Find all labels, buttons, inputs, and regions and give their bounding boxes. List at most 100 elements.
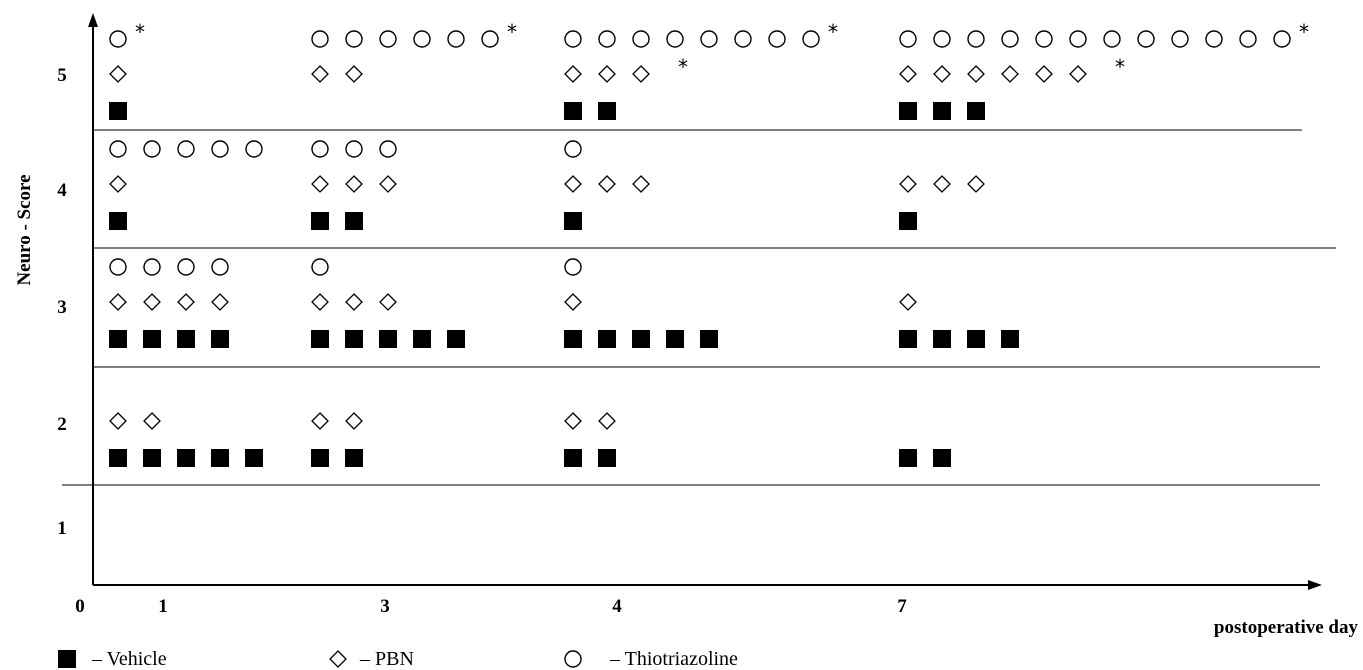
point-thiotriazoline-day7-score5	[1171, 30, 1189, 48]
point-thiotriazoline-day7-score5	[1069, 30, 1087, 48]
point-vehicle-day7-score2	[933, 449, 951, 467]
point-thiotriazoline-day3-score4	[345, 140, 363, 158]
legend: – Vehicle – PBN – Thiotriazoline	[58, 648, 738, 670]
x-tick-label: 3	[380, 596, 390, 617]
point-pbn-day4-score3	[564, 293, 582, 311]
point-vehicle-day3-score3	[413, 330, 431, 348]
point-vehicle-day4-score3	[598, 330, 616, 348]
point-pbn-day7-score4	[899, 175, 917, 193]
point-pbn-day1-score2	[143, 412, 161, 430]
point-thiotriazoline-day3-score4	[379, 140, 397, 158]
point-thiotriazoline-day4-score5	[564, 30, 582, 48]
point-pbn-day3-score2	[311, 412, 329, 430]
point-thiotriazoline-day1-score4	[245, 140, 263, 158]
x-tick-label: 7	[897, 596, 907, 617]
point-pbn-day3-score3	[311, 293, 329, 311]
point-thiotriazoline-day4-score5	[768, 30, 786, 48]
point-thiotriazoline-day4-score5	[632, 30, 650, 48]
point-thiotriazoline-day1-score4	[143, 140, 161, 158]
point-pbn-day1-score2	[109, 412, 127, 430]
point-thiotriazoline-day4-score5	[598, 30, 616, 48]
point-thiotriazoline-day1-score4	[109, 140, 127, 158]
point-pbn-day4-score5	[598, 65, 616, 83]
point-thiotriazoline-day4-score5	[700, 30, 718, 48]
point-thiotriazoline-day3-score5	[311, 30, 329, 48]
legend-label: – Vehicle	[91, 648, 167, 670]
point-vehicle-day4-score3	[632, 330, 650, 348]
point-vehicle-day4-score2	[564, 449, 582, 467]
point-vehicle-day7-score5	[899, 102, 917, 120]
point-thiotriazoline-day3-score5	[345, 30, 363, 48]
point-pbn-day7-score5	[933, 65, 951, 83]
point-thiotriazoline-day1-score3	[211, 258, 229, 276]
significance-asterisk: *	[678, 55, 688, 79]
point-pbn-day1-score3	[143, 293, 161, 311]
point-pbn-day3-score3	[379, 293, 397, 311]
point-vehicle-day3-score2	[311, 449, 329, 467]
point-pbn-day3-score4	[311, 175, 329, 193]
point-vehicle-day1-score2	[143, 449, 161, 467]
significance-asterisk: *	[1115, 55, 1125, 79]
point-pbn-day7-score4	[967, 175, 985, 193]
point-thiotriazoline-day7-score5	[1273, 30, 1291, 48]
point-thiotriazoline-day3-score5	[413, 30, 431, 48]
y-axis-arrow	[88, 13, 98, 27]
y-tick-label: 3	[57, 297, 67, 318]
origin-label: 0	[75, 596, 85, 617]
point-vehicle-day3-score2	[345, 449, 363, 467]
point-thiotriazoline-day1-score4	[211, 140, 229, 158]
point-pbn-day4-score5	[564, 65, 582, 83]
y-tick-label: 1	[57, 518, 67, 539]
y-tick-labels: 1 2 3 4 5	[57, 65, 67, 539]
point-vehicle-day4-score4	[564, 212, 582, 230]
legend-label: – PBN	[359, 648, 414, 670]
point-vehicle-day1-score2	[177, 449, 195, 467]
legend-square-icon	[58, 650, 76, 668]
legend-label: – Thiotriazoline	[609, 648, 738, 670]
point-thiotriazoline-day4-score5	[666, 30, 684, 48]
point-thiotriazoline-day3-score5	[379, 30, 397, 48]
point-vehicle-day1-score4	[109, 212, 127, 230]
point-vehicle-day3-score4	[345, 212, 363, 230]
point-thiotriazoline-day7-score5	[1205, 30, 1223, 48]
point-vehicle-day7-score2	[899, 449, 917, 467]
point-vehicle-day1-score3	[177, 330, 195, 348]
point-vehicle-day7-score3	[899, 330, 917, 348]
x-tick-label: 1	[158, 596, 168, 617]
point-vehicle-day1-score2	[109, 449, 127, 467]
point-thiotriazoline-day7-score5	[1001, 30, 1019, 48]
point-vehicle-day1-score2	[245, 449, 263, 467]
point-vehicle-day7-score4	[899, 212, 917, 230]
point-thiotriazoline-day7-score5	[899, 30, 917, 48]
point-vehicle-day3-score3	[379, 330, 397, 348]
point-thiotriazoline-day7-score5	[1239, 30, 1257, 48]
point-vehicle-day3-score4	[311, 212, 329, 230]
point-thiotriazoline-day4-score5	[734, 30, 752, 48]
point-thiotriazoline-day1-score4	[177, 140, 195, 158]
point-pbn-day7-score5	[1035, 65, 1053, 83]
point-thiotriazoline-day1-score3	[109, 258, 127, 276]
point-pbn-day3-score4	[379, 175, 397, 193]
point-vehicle-day1-score2	[211, 449, 229, 467]
point-vehicle-day4-score3	[564, 330, 582, 348]
point-thiotriazoline-day4-score5	[802, 30, 820, 48]
point-vehicle-day3-score3	[311, 330, 329, 348]
point-pbn-day7-score5	[899, 65, 917, 83]
legend-diamond-icon	[329, 650, 347, 668]
point-pbn-day1-score3	[177, 293, 195, 311]
significance-asterisk: *	[828, 20, 838, 44]
point-thiotriazoline-day1-score3	[143, 258, 161, 276]
chart-marks: * * * * * *	[109, 20, 1309, 467]
point-vehicle-day4-score5	[598, 102, 616, 120]
point-pbn-day4-score4	[632, 175, 650, 193]
point-thiotriazoline-day7-score5	[1035, 30, 1053, 48]
point-thiotriazoline-day3-score5	[481, 30, 499, 48]
point-thiotriazoline-day3-score3	[311, 258, 329, 276]
legend-circle-icon	[564, 650, 582, 668]
y-tick-label: 2	[57, 414, 67, 435]
point-pbn-day7-score5	[1069, 65, 1087, 83]
point-pbn-day7-score5	[1001, 65, 1019, 83]
point-pbn-day4-score5	[632, 65, 650, 83]
y-axis-label: Neuro - Score	[14, 174, 35, 285]
